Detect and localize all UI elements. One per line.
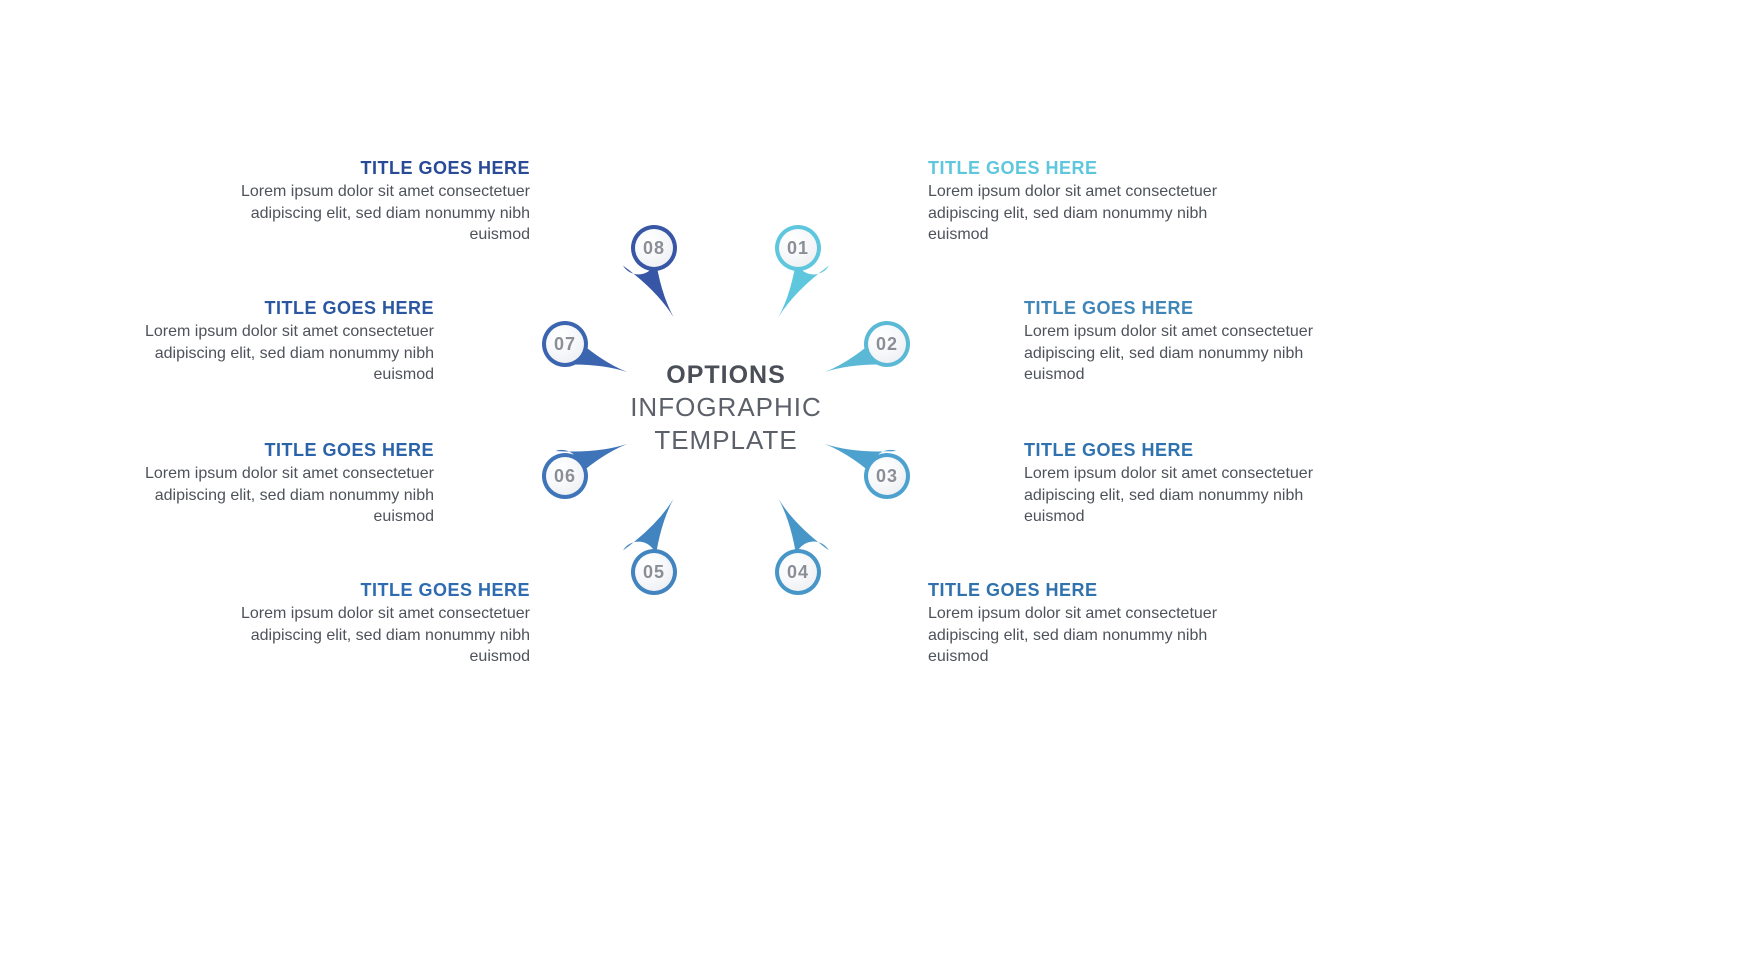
callout-body: Lorem ipsum dolor sit amet consectetuer … xyxy=(928,603,1258,668)
callout-title: TITLE GOES HERE xyxy=(104,298,434,319)
callout-title: TITLE GOES HERE xyxy=(200,580,530,601)
callout-body: Lorem ipsum dolor sit amet consectetuer … xyxy=(200,603,530,668)
callout-title: TITLE GOES HERE xyxy=(928,158,1258,179)
callout-body: Lorem ipsum dolor sit amet consectetuer … xyxy=(1024,321,1354,386)
callout-title: TITLE GOES HERE xyxy=(1024,440,1354,461)
option-node-05: 05 xyxy=(631,549,677,595)
callout-title: TITLE GOES HERE xyxy=(928,580,1258,601)
callout-body: Lorem ipsum dolor sit amet consectetuer … xyxy=(1024,463,1354,528)
option-node-number: 08 xyxy=(635,229,673,267)
center-label: OPTIONS INFOGRAPHIC TEMPLATE xyxy=(630,360,822,456)
callout-body: Lorem ipsum dolor sit amet consectetuer … xyxy=(104,321,434,386)
callout-body: Lorem ipsum dolor sit amet consectetuer … xyxy=(104,463,434,528)
callout-body: Lorem ipsum dolor sit amet consectetuer … xyxy=(200,181,530,246)
callout-06: TITLE GOES HERELorem ipsum dolor sit ame… xyxy=(104,440,434,528)
callout-02: TITLE GOES HERELorem ipsum dolor sit ame… xyxy=(1024,298,1354,386)
option-node-04: 04 xyxy=(775,549,821,595)
option-node-06: 06 xyxy=(542,453,588,499)
callout-03: TITLE GOES HERELorem ipsum dolor sit ame… xyxy=(1024,440,1354,528)
option-node-02: 02 xyxy=(864,321,910,367)
option-node-number: 01 xyxy=(779,229,817,267)
callout-title: TITLE GOES HERE xyxy=(1024,298,1354,319)
option-node-07: 07 xyxy=(542,321,588,367)
option-node-number: 07 xyxy=(546,325,584,363)
callout-title: TITLE GOES HERE xyxy=(200,158,530,179)
option-node-number: 04 xyxy=(779,553,817,591)
infographic-stage: OPTIONS INFOGRAPHIC TEMPLATE 01 TITLE GOE… xyxy=(0,0,1742,980)
callout-title: TITLE GOES HERE xyxy=(104,440,434,461)
option-node-number: 02 xyxy=(868,325,906,363)
callout-05: TITLE GOES HERELorem ipsum dolor sit ame… xyxy=(200,580,530,668)
callout-01: TITLE GOES HERELorem ipsum dolor sit ame… xyxy=(928,158,1258,246)
callout-body: Lorem ipsum dolor sit amet consectetuer … xyxy=(928,181,1258,246)
option-node-01: 01 xyxy=(775,225,821,271)
center-line-1: OPTIONS xyxy=(630,360,822,391)
center-line-3: TEMPLATE xyxy=(630,424,822,457)
option-node-03: 03 xyxy=(864,453,910,499)
callout-08: TITLE GOES HERELorem ipsum dolor sit ame… xyxy=(200,158,530,246)
callout-04: TITLE GOES HERELorem ipsum dolor sit ame… xyxy=(928,580,1258,668)
callout-07: TITLE GOES HERELorem ipsum dolor sit ame… xyxy=(104,298,434,386)
center-line-2: INFOGRAPHIC xyxy=(630,391,822,424)
option-node-08: 08 xyxy=(631,225,677,271)
option-node-number: 05 xyxy=(635,553,673,591)
option-node-number: 06 xyxy=(546,457,584,495)
option-node-number: 03 xyxy=(868,457,906,495)
